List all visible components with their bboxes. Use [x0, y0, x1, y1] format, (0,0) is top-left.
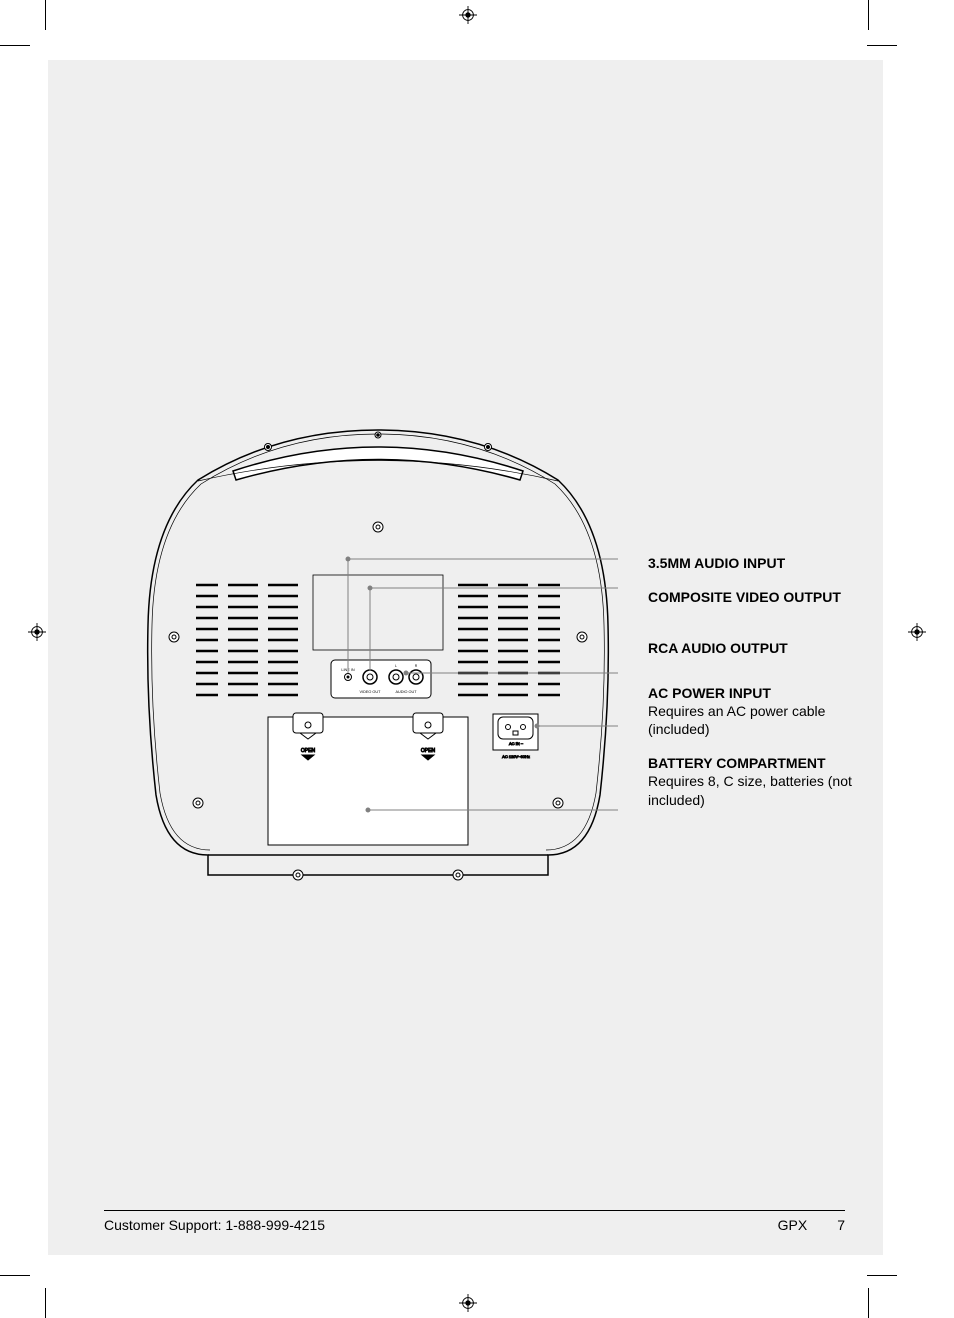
callout-rca-output: RCA AUDIO OUTPUT: [648, 639, 863, 657]
svg-text:OPEN: OPEN: [301, 748, 316, 754]
callout-ac-power: AC POWER INPUT Requires an AC power cabl…: [648, 684, 863, 739]
page-content: LINE IN VIDEO OUT AUDIO OUT L R OPEN OPE: [48, 60, 883, 1255]
product-diagram: LINE IN VIDEO OUT AUDIO OUT L R OPEN OPE: [138, 425, 618, 905]
reg-mark-left: [28, 623, 46, 641]
callout-title: BATTERY COMPARTMENT: [648, 754, 863, 772]
svg-text:AC IN ~: AC IN ~: [509, 741, 524, 746]
callout-desc: Requires 8, C size, batteries (not inclu…: [648, 772, 863, 808]
svg-text:AUDIO OUT: AUDIO OUT: [395, 690, 417, 694]
svg-text:AC 120V~60Hz: AC 120V~60Hz: [502, 754, 530, 759]
footer-brand: GPX: [778, 1217, 808, 1233]
callout-title: AC POWER INPUT: [648, 684, 863, 702]
svg-text:OPEN: OPEN: [421, 748, 436, 754]
reg-mark-right: [908, 623, 926, 641]
callout-title: 3.5MM AUDIO INPUT: [648, 554, 863, 572]
callout-desc: Requires an AC power cable (included): [648, 702, 863, 738]
svg-text:L: L: [395, 664, 397, 668]
callout-title: COMPOSITE VIDEO OUTPUT: [648, 588, 863, 606]
callout-audio-input: 3.5MM AUDIO INPUT: [648, 554, 863, 572]
svg-text:VIDEO OUT: VIDEO OUT: [360, 690, 382, 694]
callout-title: RCA AUDIO OUTPUT: [648, 639, 863, 657]
footer-page-number: 7: [837, 1217, 845, 1233]
callouts-list: 3.5MM AUDIO INPUT COMPOSITE VIDEO OUTPUT…: [648, 554, 863, 825]
footer-support: Customer Support: 1-888-999-4215: [104, 1217, 325, 1233]
reg-mark-bottom: [459, 1294, 477, 1312]
page-footer: Customer Support: 1-888-999-4215 GPX 7: [104, 1210, 845, 1233]
reg-mark-top: [459, 6, 477, 24]
callout-video-output: COMPOSITE VIDEO OUTPUT: [648, 588, 863, 606]
callout-battery: BATTERY COMPARTMENT Requires 8, C size, …: [648, 754, 863, 809]
